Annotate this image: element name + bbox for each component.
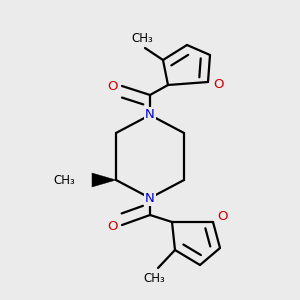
Text: O: O bbox=[107, 220, 117, 233]
Text: O: O bbox=[213, 77, 223, 91]
Text: CH₃: CH₃ bbox=[53, 173, 75, 187]
Polygon shape bbox=[92, 173, 116, 187]
Text: N: N bbox=[145, 109, 155, 122]
Text: O: O bbox=[218, 211, 228, 224]
Text: N: N bbox=[145, 191, 155, 205]
Text: O: O bbox=[107, 80, 117, 92]
Text: CH₃: CH₃ bbox=[143, 272, 165, 284]
Text: CH₃: CH₃ bbox=[131, 32, 153, 44]
